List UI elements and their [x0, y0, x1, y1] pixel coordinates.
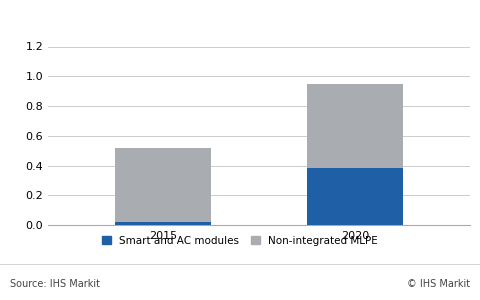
Bar — [307, 84, 403, 169]
Text: Source: IHS Markit: Source: IHS Markit — [10, 279, 100, 289]
Bar — [115, 148, 211, 222]
Bar — [115, 222, 211, 225]
Text: Revenues for integrated and non-integrated PV MLPE (US$ billion): Revenues for integrated and non-integrat… — [7, 17, 450, 30]
Legend: Smart and AC modules, Non-integrated MLPE: Smart and AC modules, Non-integrated MLP… — [102, 236, 378, 246]
Text: © IHS Markit: © IHS Markit — [407, 279, 470, 289]
Bar — [307, 169, 403, 225]
